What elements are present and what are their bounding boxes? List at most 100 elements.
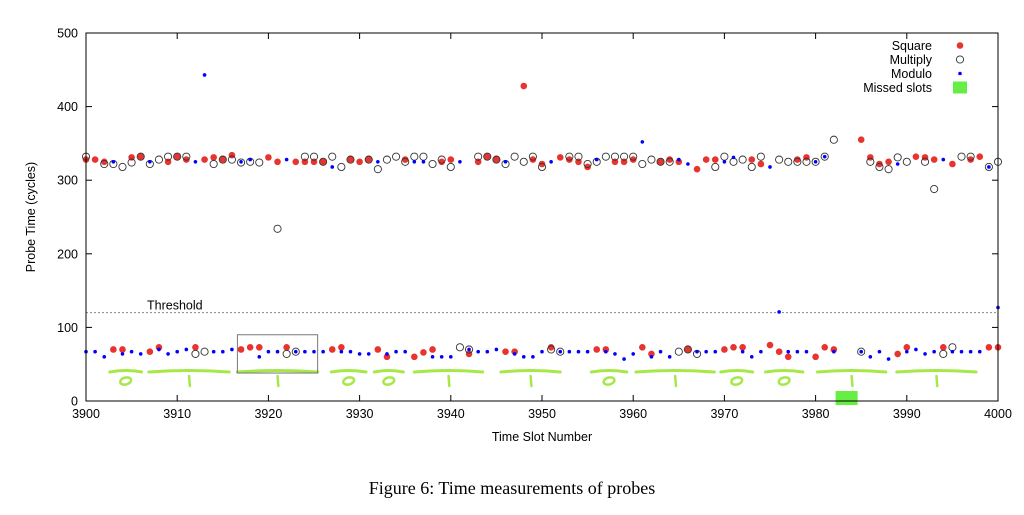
multiply-point bbox=[966, 152, 975, 161]
modulo-point bbox=[403, 349, 408, 354]
square-point bbox=[429, 346, 436, 353]
annotation-span bbox=[108, 369, 144, 374]
modulo-point bbox=[376, 160, 380, 164]
modulo-point bbox=[312, 349, 316, 354]
annotation-bit-zero bbox=[119, 376, 133, 386]
modulo-point bbox=[731, 155, 736, 160]
square-point bbox=[365, 156, 373, 163]
modulo-point bbox=[795, 349, 800, 354]
multiply-point bbox=[300, 152, 309, 161]
handwritten-annotations bbox=[108, 369, 978, 388]
square-point bbox=[538, 160, 546, 168]
square-point bbox=[420, 349, 427, 356]
multiply-point bbox=[647, 155, 656, 164]
annotation-bit-one bbox=[850, 374, 854, 388]
multiply-point bbox=[747, 162, 756, 172]
square-point bbox=[794, 156, 801, 163]
x-tick-label: 3930 bbox=[346, 407, 374, 421]
multiply-point bbox=[528, 152, 537, 161]
square-point bbox=[237, 346, 245, 353]
modulo-point bbox=[549, 160, 553, 164]
x-tick-label: 3900 bbox=[72, 407, 100, 421]
multiply-point bbox=[401, 157, 410, 166]
square-point bbox=[885, 158, 892, 166]
square-point bbox=[639, 343, 646, 351]
square-point bbox=[629, 156, 637, 163]
square-point bbox=[775, 348, 783, 355]
modulo-point bbox=[348, 349, 353, 354]
multiply-point bbox=[638, 159, 647, 169]
square-point bbox=[219, 156, 227, 163]
square-point bbox=[584, 163, 591, 171]
multiply-point bbox=[537, 162, 547, 172]
annotation-span bbox=[329, 369, 368, 374]
square-point bbox=[438, 158, 445, 166]
modulo-point bbox=[740, 349, 745, 354]
square-point bbox=[192, 343, 199, 351]
modulo-point bbox=[886, 357, 891, 361]
square-point bbox=[784, 353, 792, 361]
multiply-point bbox=[884, 165, 893, 174]
modulo-point bbox=[467, 347, 471, 352]
multiply-point bbox=[665, 157, 674, 166]
multiply-point bbox=[118, 162, 127, 172]
square-point bbox=[748, 156, 756, 163]
annotation-bit-one bbox=[276, 374, 280, 388]
square-point bbox=[857, 136, 865, 144]
legend-label: Missed slots bbox=[863, 81, 932, 95]
y-tick-label: 500 bbox=[57, 27, 78, 41]
modulo-point bbox=[658, 349, 663, 354]
multiply-point bbox=[255, 158, 264, 167]
annotation-bit-zero bbox=[777, 376, 791, 386]
modulo-point bbox=[531, 355, 535, 359]
square-point bbox=[976, 153, 984, 160]
multiply-point bbox=[820, 152, 829, 161]
modulo-point bbox=[968, 349, 973, 354]
modulo-point bbox=[667, 355, 672, 359]
x-tick-label: 3970 bbox=[710, 407, 738, 421]
multiply-point bbox=[729, 157, 738, 166]
square-point bbox=[657, 158, 664, 166]
modulo-point bbox=[713, 349, 718, 354]
multiply-point bbox=[683, 345, 692, 354]
square-point bbox=[739, 343, 746, 351]
modulo-point bbox=[321, 349, 325, 354]
multiply-point bbox=[775, 155, 784, 164]
square-point bbox=[201, 156, 208, 163]
x-tick-label: 3950 bbox=[528, 407, 556, 421]
multiply-point bbox=[328, 152, 337, 161]
multiply-point bbox=[519, 157, 528, 166]
square-point bbox=[903, 343, 911, 351]
square-point bbox=[730, 343, 737, 351]
multiply-point bbox=[738, 155, 747, 164]
square-point bbox=[319, 158, 327, 166]
multiply-point bbox=[100, 159, 109, 169]
modulo-point bbox=[877, 349, 882, 354]
modulo-point bbox=[494, 347, 499, 352]
annotation-span bbox=[235, 369, 320, 374]
x-axis-label: Time Slot Number bbox=[492, 430, 592, 444]
square-point bbox=[338, 343, 345, 351]
modulo-point bbox=[631, 352, 635, 356]
modulo-point bbox=[485, 349, 490, 354]
modulo-point bbox=[768, 165, 772, 169]
square-point bbox=[821, 343, 829, 351]
modulo-point bbox=[677, 157, 681, 162]
square-point bbox=[255, 343, 263, 351]
annotation-bit-one bbox=[187, 374, 192, 388]
modulo-point bbox=[430, 355, 435, 359]
multiply-point bbox=[565, 152, 574, 161]
plot-frame bbox=[85, 32, 999, 402]
modulo-point bbox=[184, 347, 189, 352]
annotation-bit-one bbox=[673, 374, 678, 388]
modulo-point bbox=[594, 157, 599, 162]
modulo-point bbox=[832, 349, 836, 354]
multiply-point bbox=[182, 152, 191, 161]
multiply-point bbox=[984, 162, 993, 172]
y-tick-label: 200 bbox=[57, 247, 78, 261]
modulo-point bbox=[512, 352, 517, 356]
modulo-point bbox=[558, 349, 563, 354]
multiply-point bbox=[173, 152, 182, 161]
modulo-point bbox=[111, 160, 116, 164]
